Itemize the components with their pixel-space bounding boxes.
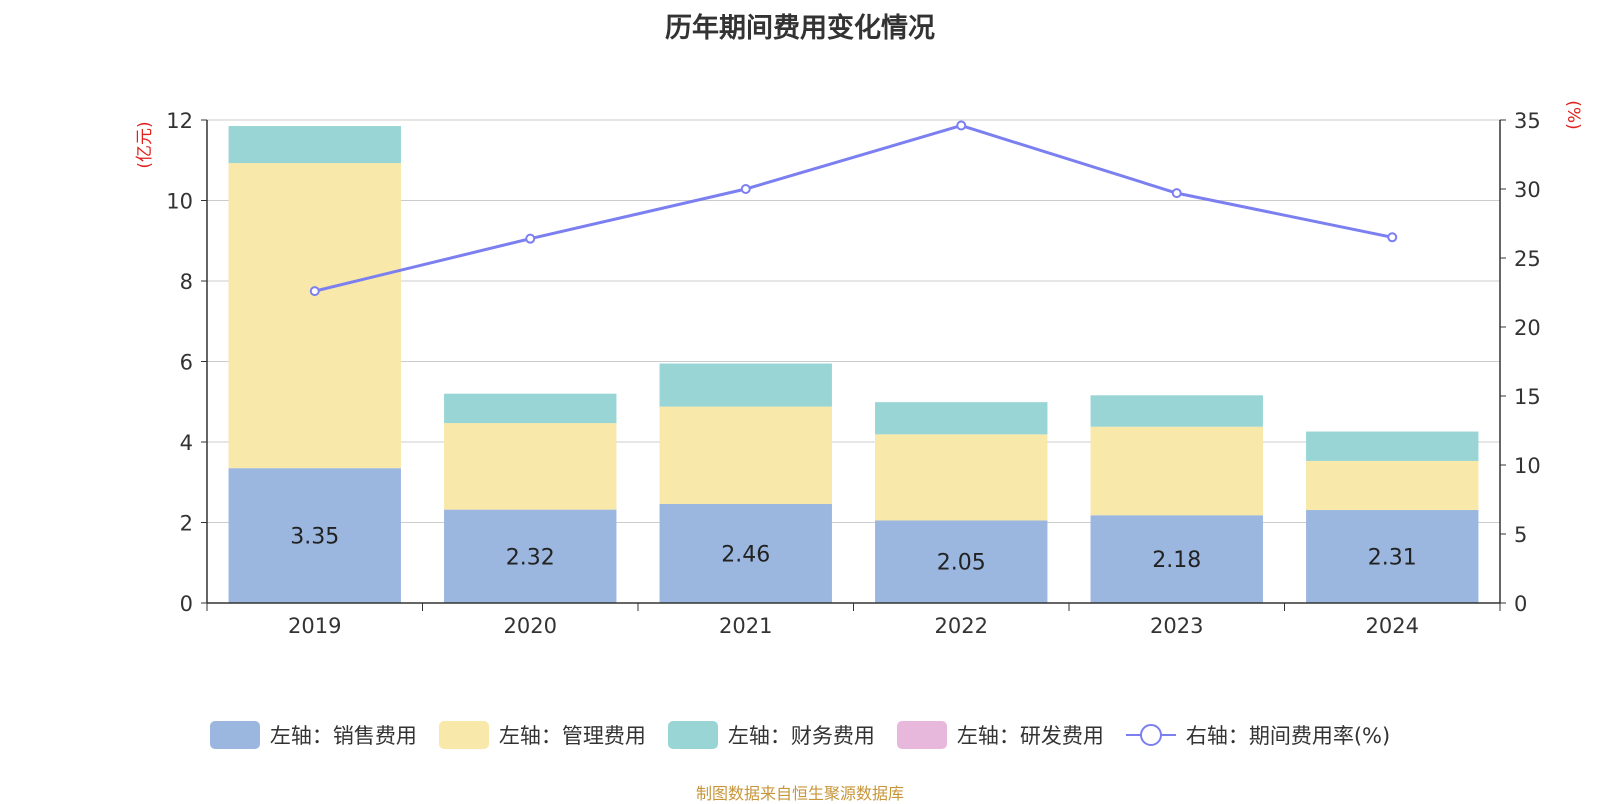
- bar-data-label: 3.35: [290, 525, 339, 550]
- expense-rate-point: [740, 184, 751, 194]
- bar-segment: [875, 434, 1048, 521]
- y-left-tick-label: 12: [166, 109, 193, 133]
- expense-rate-point: [525, 233, 536, 244]
- bar-data-label: 2.31: [1368, 546, 1417, 571]
- bar-segment: [659, 363, 832, 407]
- expense-rate-point: [1171, 188, 1182, 199]
- x-tick-label: 2024: [1366, 614, 1419, 638]
- legend-swatch-finance: [667, 721, 718, 749]
- bar-segment: [1306, 510, 1479, 603]
- y-right-tick-label: 0: [1514, 592, 1527, 616]
- legend-swatch-admin: [438, 721, 489, 749]
- y-left-tick-label: 8: [180, 270, 193, 294]
- bar-segment: [228, 163, 401, 469]
- legend-swatch-rd: [896, 721, 947, 749]
- bar-segment: [444, 423, 617, 510]
- legend-item-admin[interactable]: 左轴：管理费用: [438, 720, 646, 750]
- bar-segment: [875, 520, 1048, 603]
- y-right-unit-label: (%): [1563, 100, 1583, 129]
- bar-segment: [444, 509, 617, 603]
- chart-title: 历年期间费用变化情况: [665, 13, 935, 44]
- bar-segment: [1090, 395, 1263, 427]
- legend-label-admin: 左轴：管理费用: [498, 724, 646, 748]
- x-tick-label: 2023: [1150, 614, 1203, 638]
- y-right-tick-label: 10: [1514, 454, 1541, 478]
- y-right-tick-label: 35: [1514, 109, 1541, 133]
- bar-segment: [444, 393, 617, 424]
- legend-item-rd[interactable]: 左轴：研发费用: [896, 720, 1104, 750]
- bar-segment: [659, 406, 832, 504]
- y-left-tick-label: 2: [180, 512, 193, 536]
- x-tick-label: 2019: [288, 614, 341, 638]
- bar-segment: [1306, 460, 1479, 511]
- bar-segment: [228, 126, 401, 164]
- bar-segment: [1090, 515, 1263, 603]
- expense-rate-point: [956, 120, 967, 131]
- y-right-tick-label: 25: [1514, 247, 1541, 271]
- bar-segment: [659, 503, 832, 603]
- y-left-unit-label: (亿元): [135, 121, 155, 168]
- expense-rate-line: [314, 124, 1393, 293]
- expense-rate-point: [1387, 232, 1398, 243]
- x-tick-label: 2022: [935, 614, 988, 638]
- y-right-tick-label: 15: [1514, 385, 1541, 409]
- legend: 左轴：销售费用 左轴：管理费用 左轴：财务费用 左轴：研发费用 右轴：期间费用率…: [0, 720, 1600, 750]
- y-right-tick-label: 5: [1514, 523, 1527, 547]
- y-right-tick-label: 30: [1514, 178, 1541, 202]
- bar-segment: [1090, 426, 1263, 516]
- legend-item-sales[interactable]: 左轴：销售费用: [209, 720, 417, 750]
- y-left-tick-label: 6: [180, 351, 193, 375]
- x-tick-label: 2020: [504, 614, 557, 638]
- data-source-note: 制图数据来自恒生聚源数据库: [695, 784, 904, 803]
- legend-label-sales: 左轴：销售费用: [269, 724, 417, 748]
- y-left-tick-label: 0: [180, 592, 193, 616]
- bar-segment: [228, 468, 401, 603]
- y-left-tick-label: 10: [166, 190, 193, 214]
- legend-swatch-sales: [209, 721, 260, 749]
- legend-swatch-expense-rate: [1125, 721, 1176, 749]
- bar-data-label: 2.18: [1152, 548, 1201, 573]
- legend-label-rd: 左轴：研发费用: [956, 724, 1104, 748]
- bar-data-label: 2.46: [721, 542, 770, 567]
- legend-item-expense-rate[interactable]: 右轴：期间费用率(%): [1125, 720, 1391, 750]
- bar-segment: [1306, 431, 1479, 461]
- y-right-tick-label: 20: [1514, 316, 1541, 340]
- y-left-tick-label: 4: [180, 431, 193, 455]
- bar-segment: [875, 402, 1048, 435]
- legend-item-finance[interactable]: 左轴：财务费用: [667, 720, 875, 750]
- bar-data-label: 2.32: [506, 545, 555, 570]
- bar-data-label: 2.05: [937, 551, 986, 576]
- x-tick-label: 2021: [719, 614, 772, 638]
- expense-rate-point: [309, 286, 320, 297]
- legend-label-expense-rate: 右轴：期间费用率(%): [1185, 724, 1391, 748]
- chart-canvas: 0 2 4 6 8 10 12 0 5 10 15 20 25 30 35 3.35 2.32 2.46 2.05 2…: [135, 100, 1583, 638]
- legend-label-finance: 左轴：财务费用: [727, 724, 875, 748]
